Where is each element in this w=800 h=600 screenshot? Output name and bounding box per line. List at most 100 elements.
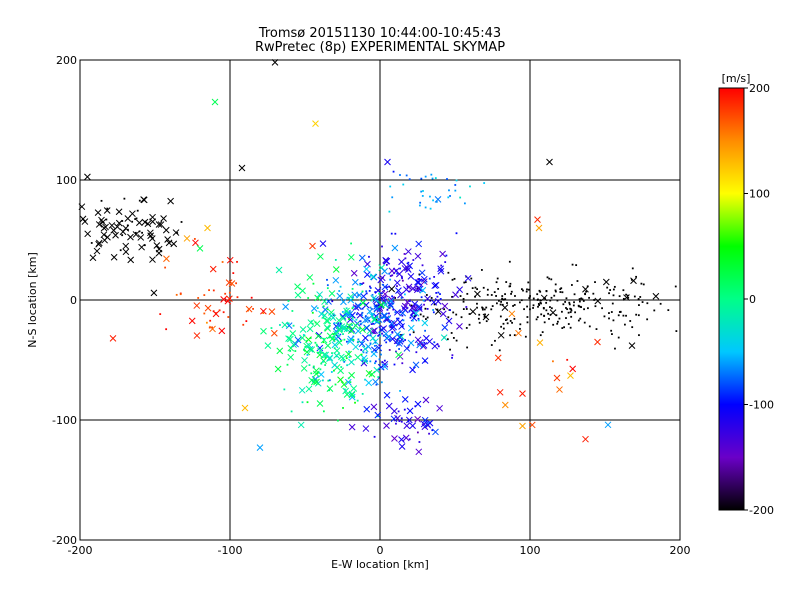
data-point-cross: [313, 378, 320, 386]
data-point-dot: [380, 296, 383, 299]
data-point-dot: [373, 329, 376, 332]
data-point-dot: [399, 267, 401, 270]
data-point-dot: [584, 293, 587, 296]
data-point-dot: [408, 178, 411, 181]
data-point-dot: [408, 300, 411, 302]
data-point-dot: [434, 177, 437, 179]
data-point-dot: [506, 302, 508, 304]
data-point-dot: [399, 389, 401, 392]
data-point-dot: [302, 334, 305, 336]
data-point-dot: [400, 297, 403, 299]
data-point-dot: [388, 319, 391, 322]
data-point-dot: [361, 290, 364, 293]
data-point-dot: [413, 315, 416, 317]
data-point-dot: [385, 341, 388, 344]
colorbar-tick-label: 0: [749, 293, 756, 306]
data-point-dot: [455, 339, 458, 342]
data-point-cross: [405, 283, 413, 291]
data-point-dot: [490, 344, 493, 346]
data-point-dot: [538, 289, 541, 292]
data-point-dot: [561, 291, 564, 294]
data-point-dot: [608, 312, 610, 314]
data-point-cross: [320, 351, 328, 359]
data-point-dot: [361, 307, 364, 310]
data-point-dot: [388, 285, 390, 288]
data-point-dot: [391, 331, 394, 334]
data-point-dot: [532, 307, 534, 309]
data-point-dot: [430, 297, 433, 299]
data-point-dot: [532, 304, 535, 307]
data-point-cross: [89, 254, 97, 262]
data-point-dot: [410, 304, 413, 307]
data-point-dot: [513, 317, 516, 320]
data-point-dot: [512, 305, 514, 307]
data-point-dot: [236, 296, 239, 299]
data-point-dot: [637, 298, 640, 300]
data-point-cross: [164, 236, 171, 243]
data-point-dot: [401, 279, 404, 282]
data-point-cross: [440, 334, 448, 341]
data-point-dot: [352, 305, 355, 308]
data-point-dot: [312, 282, 315, 285]
data-point-dot: [452, 311, 455, 314]
data-point-dot: [374, 341, 377, 344]
data-point-dot: [542, 307, 545, 310]
data-point-cross: [286, 335, 294, 343]
data-point-cross: [582, 435, 589, 443]
data-point-dot: [175, 293, 178, 296]
data-point-dot: [378, 292, 380, 295]
data-point-dot: [377, 376, 380, 378]
data-point-cross: [391, 435, 398, 442]
data-point-dot: [291, 310, 294, 312]
data-point-dot: [566, 308, 569, 311]
data-point-cross: [332, 330, 340, 338]
data-point-cross: [494, 354, 502, 362]
data-point-cross: [401, 396, 409, 403]
data-point-cross: [153, 242, 161, 249]
y-tick-label: 100: [56, 174, 77, 187]
data-point-cross: [365, 343, 372, 350]
data-point-dot: [437, 345, 440, 348]
data-point-dot: [351, 316, 354, 319]
data-point-dot: [345, 307, 348, 310]
data-point-dot: [424, 206, 427, 209]
data-point-dot: [287, 322, 290, 325]
data-point-dot: [537, 298, 539, 301]
data-point-cross: [556, 386, 563, 393]
data-point-dot: [560, 287, 563, 290]
data-point-dot: [123, 197, 126, 200]
data-point-dot: [343, 360, 346, 363]
data-point-cross: [394, 308, 401, 316]
data-point-dot: [545, 290, 548, 293]
data-point-cross: [381, 290, 389, 298]
data-point-cross: [308, 376, 316, 384]
data-point-dot: [322, 410, 325, 413]
x-tick-label: -200: [68, 544, 93, 557]
data-point-cross: [420, 278, 428, 286]
data-point-dot: [483, 315, 486, 318]
data-point-cross: [418, 269, 426, 277]
data-point-dot: [417, 319, 420, 322]
data-point-dot: [394, 232, 397, 235]
data-point-dot: [447, 316, 450, 319]
data-point-cross: [303, 348, 311, 356]
data-point-cross: [383, 257, 391, 265]
data-point-cross: [437, 265, 444, 273]
data-point-dot: [532, 297, 535, 300]
data-point-dot: [641, 301, 644, 303]
data-point-cross: [306, 325, 314, 333]
data-point-dot: [126, 224, 129, 227]
data-point-cross: [328, 290, 336, 297]
data-point-cross: [345, 322, 353, 330]
data-point-cross: [342, 387, 350, 395]
data-point-dot: [369, 275, 372, 277]
data-point-dot: [307, 297, 310, 299]
data-point-dot: [536, 316, 539, 319]
data-point-cross: [582, 285, 589, 293]
data-point-dot: [380, 353, 382, 356]
data-point-dot: [422, 190, 424, 192]
data-point-cross: [155, 249, 163, 257]
data-point-dot: [407, 346, 410, 349]
data-point-dot: [418, 273, 421, 276]
data-point-dot: [369, 334, 372, 337]
